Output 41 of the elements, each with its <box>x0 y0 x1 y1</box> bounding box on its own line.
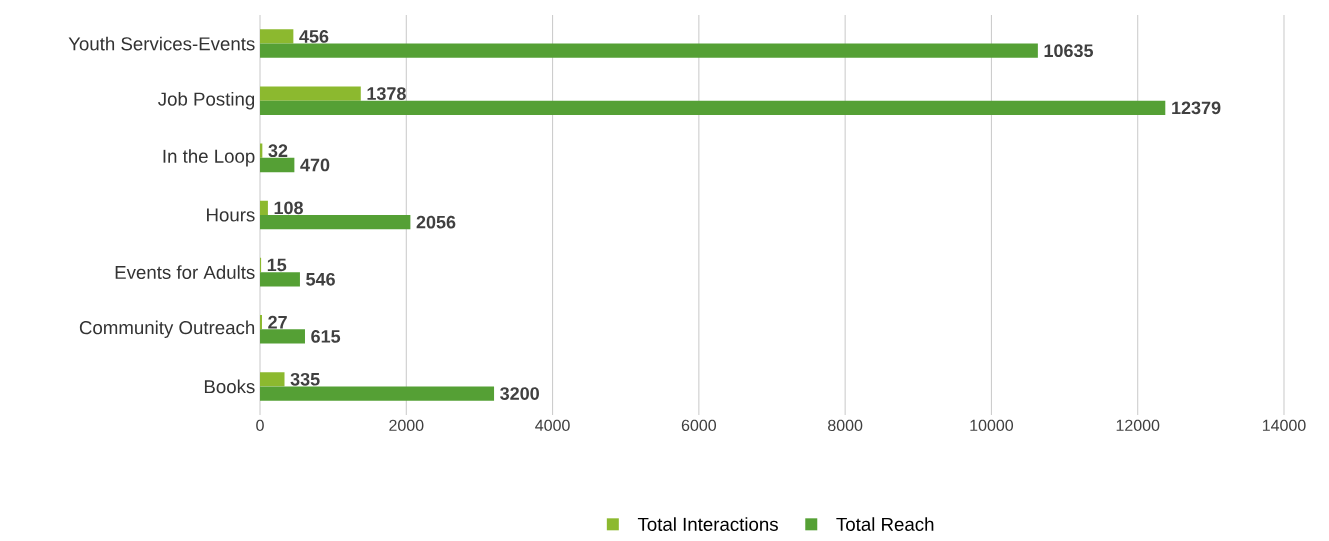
bar <box>260 100 1166 115</box>
data-label: 615 <box>311 330 341 343</box>
data-label: 10635 <box>1044 44 1094 58</box>
x-tick-label: 12000 <box>1116 419 1160 432</box>
data-label: 108 <box>274 201 303 215</box>
y-tick-label: Youth Services-Events <box>68 36 255 51</box>
data-label: 3200 <box>500 387 539 400</box>
data-label: 2056 <box>416 215 456 229</box>
data-label: 12379 <box>1172 101 1221 115</box>
bar <box>260 372 285 387</box>
bar <box>260 43 1038 58</box>
data-label: 456 <box>299 30 329 43</box>
y-tick-label: Hours <box>207 208 255 222</box>
x-tick-label: 4000 <box>535 419 570 432</box>
data-label: 546 <box>306 272 335 286</box>
data-label: 27 <box>268 315 287 329</box>
x-tick-label: 6000 <box>681 419 717 432</box>
y-tick-label: Events for Adults <box>115 265 255 279</box>
bar <box>260 272 300 287</box>
x-tick-label: 2000 <box>389 419 424 432</box>
x-tick-label: 14000 <box>1262 419 1306 432</box>
bar <box>260 329 305 344</box>
data-label: 32 <box>268 144 288 158</box>
data-label: 15 <box>267 258 287 272</box>
x-tick-label: 10000 <box>970 419 1014 432</box>
bar <box>260 157 295 173</box>
legend-label: Total Reach <box>836 517 934 531</box>
bar <box>260 214 411 230</box>
x-tick-label: 0 <box>256 419 264 432</box>
legend-label: Total Interactions <box>637 517 778 531</box>
bar <box>260 29 294 44</box>
data-label: 335 <box>290 372 320 386</box>
x-tick-label: 8000 <box>828 419 863 432</box>
data-label: 470 <box>300 158 330 172</box>
data-label: 1378 <box>367 87 406 100</box>
y-tick-label: Community Outreach <box>79 320 255 338</box>
bar <box>260 86 361 101</box>
y-tick-label: Job Posting <box>158 92 255 110</box>
bar <box>260 386 495 401</box>
y-tick-label: In the Loop <box>163 149 255 167</box>
y-tick-label: Books <box>204 379 255 394</box>
